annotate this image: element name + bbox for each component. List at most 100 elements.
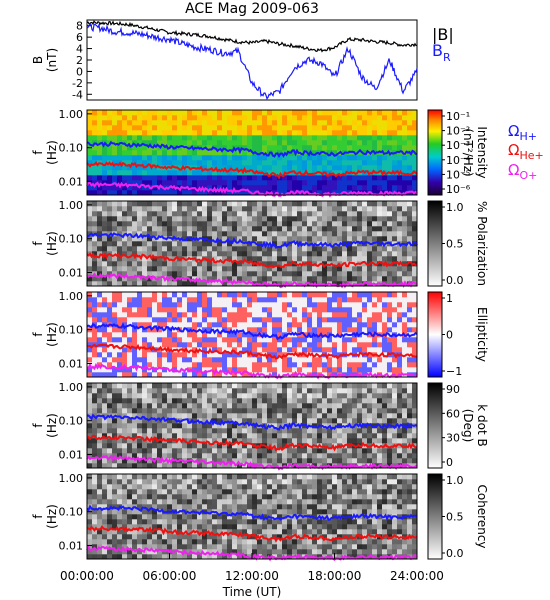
spectrogram-cell bbox=[137, 135, 143, 141]
spectrogram-cell bbox=[302, 281, 308, 287]
spectrogram-cell bbox=[202, 307, 208, 313]
spectrogram-cell bbox=[152, 372, 158, 378]
spectrogram-cell bbox=[172, 135, 178, 141]
spectrogram-cell bbox=[247, 388, 253, 394]
spectrogram-cell bbox=[302, 145, 308, 151]
spectrogram-cell bbox=[137, 549, 143, 555]
spectrogram-cell bbox=[112, 423, 118, 429]
spectrogram-cell bbox=[132, 418, 138, 424]
spectrogram-cell bbox=[122, 246, 128, 252]
spectrogram-cell bbox=[362, 271, 368, 277]
spectrogram-cell bbox=[287, 201, 293, 207]
spectrogram-cell bbox=[392, 322, 398, 328]
spectrogram-cell bbox=[352, 130, 358, 136]
spectrogram-cell bbox=[207, 312, 213, 318]
spectrogram-cell bbox=[327, 246, 333, 252]
spectrogram-cell bbox=[292, 337, 298, 343]
spectrogram-cell bbox=[397, 206, 403, 212]
spectrogram-cell bbox=[222, 236, 228, 242]
spectrogram-cell bbox=[402, 347, 408, 353]
spectrogram-cell bbox=[282, 231, 288, 237]
spectrogram-cell bbox=[257, 362, 263, 368]
spectrogram-cell bbox=[347, 342, 353, 348]
spectrogram-cell bbox=[217, 120, 223, 126]
spectrogram-cell bbox=[412, 302, 418, 308]
spectrogram-cell bbox=[367, 206, 373, 212]
spectrogram-cell bbox=[297, 226, 303, 232]
spectrogram-cell bbox=[127, 418, 133, 424]
spectrogram-cell bbox=[327, 125, 333, 131]
spectrogram-cell bbox=[212, 175, 218, 181]
spectrogram-cell bbox=[197, 357, 203, 363]
spectrogram-cell bbox=[122, 418, 128, 424]
spectrogram-cell bbox=[152, 479, 158, 485]
spectrogram-cell bbox=[152, 484, 158, 490]
spectrogram-cell bbox=[377, 403, 383, 409]
spectrogram-cell bbox=[392, 428, 398, 434]
spectrogram-cell bbox=[107, 226, 113, 232]
spectrogram-cell bbox=[127, 534, 133, 540]
spectrogram-cell bbox=[362, 155, 368, 161]
spectrogram-cell bbox=[102, 125, 108, 131]
spectrogram-cell bbox=[207, 261, 213, 267]
spectrogram-cell bbox=[242, 297, 248, 303]
spectrogram-cell bbox=[277, 463, 283, 469]
spectrogram-cell bbox=[252, 403, 258, 409]
spectrogram-cell bbox=[327, 266, 333, 272]
spectrogram-cell bbox=[112, 428, 118, 434]
b-ytick-label: -2 bbox=[72, 77, 83, 90]
spectrogram-cell bbox=[377, 418, 383, 424]
spectrogram-cell bbox=[132, 120, 138, 126]
spectrogram-cell bbox=[92, 281, 98, 287]
spectrogram-cell bbox=[397, 115, 403, 121]
spectrogram-cell bbox=[102, 367, 108, 373]
spectrogram-cell bbox=[362, 251, 368, 257]
spectrogram-cell bbox=[87, 201, 93, 207]
spectrogram-cell bbox=[252, 393, 258, 399]
spectrogram-cell bbox=[227, 312, 233, 318]
spectrogram-cell bbox=[262, 180, 268, 186]
spectrogram-cell bbox=[307, 367, 313, 373]
spectrogram-cell bbox=[137, 120, 143, 126]
spectrogram-cell bbox=[202, 185, 208, 191]
spectrogram-cell bbox=[382, 206, 388, 212]
spectrogram-cell bbox=[352, 201, 358, 207]
spectrogram-cell bbox=[282, 398, 288, 404]
spectrogram-cell bbox=[212, 352, 218, 358]
spectrogram-cell bbox=[137, 110, 143, 116]
spectrogram-cell bbox=[397, 216, 403, 222]
spectrogram-cell bbox=[237, 130, 243, 136]
spectrogram-cell bbox=[107, 327, 113, 333]
spectrogram-cell bbox=[202, 170, 208, 176]
spectrogram-cell bbox=[222, 433, 228, 439]
spectrogram-cell bbox=[287, 216, 293, 222]
spectrogram-cell bbox=[137, 145, 143, 151]
spectrogram-cell bbox=[172, 499, 178, 505]
spectrogram-cell bbox=[242, 271, 248, 277]
spectrogram-cell bbox=[307, 453, 313, 459]
spectrogram-cell bbox=[412, 337, 418, 343]
spectrogram-cell bbox=[182, 479, 188, 485]
spectrogram-cell bbox=[117, 125, 123, 131]
spectrogram-cell bbox=[387, 453, 393, 459]
spectrogram-cell bbox=[402, 408, 408, 414]
spectrogram-cell bbox=[337, 448, 343, 454]
colorbar-tick-label: 10⁻⁴ bbox=[446, 154, 471, 167]
spectrogram-cell bbox=[347, 408, 353, 414]
spectrogram-cell bbox=[132, 125, 138, 131]
gyro-line-he-plus bbox=[86, 434, 418, 452]
spectrogram-cell bbox=[387, 403, 393, 409]
spectrogram-cell bbox=[342, 347, 348, 353]
spectrogram-cell bbox=[202, 251, 208, 257]
spectrogram-cell bbox=[412, 140, 418, 146]
spectrogram-cell bbox=[172, 271, 178, 277]
spectrogram-cell bbox=[122, 292, 128, 298]
spectrogram-cell bbox=[87, 256, 93, 262]
spectrogram-cell bbox=[257, 241, 263, 247]
spectrogram-cell bbox=[117, 307, 123, 313]
spectrogram-cell bbox=[232, 256, 238, 262]
spectrogram-cell bbox=[122, 489, 128, 495]
spectrogram-cell bbox=[227, 211, 233, 217]
spectrogram-cell bbox=[132, 246, 138, 252]
spectrogram-cell bbox=[132, 211, 138, 217]
